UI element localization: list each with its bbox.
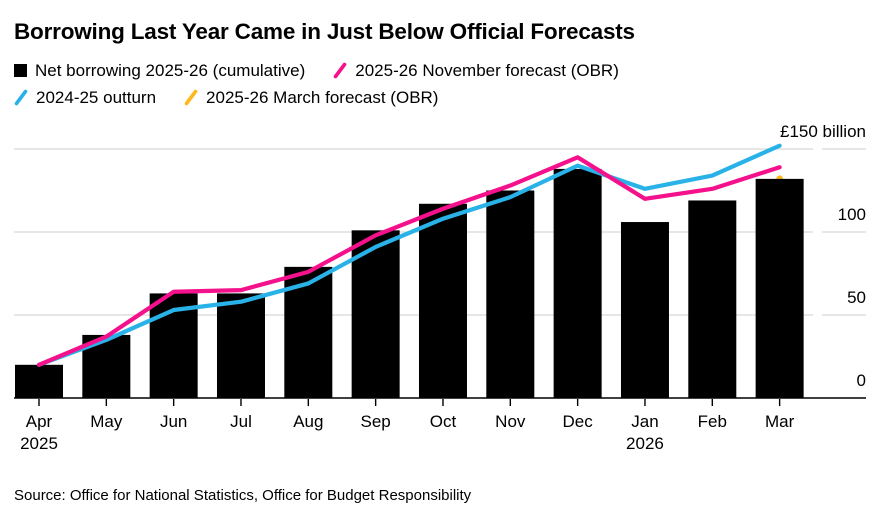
- yellow-slash-icon: [184, 89, 198, 106]
- legend-item-net-borrowing: Net borrowing 2025-26 (cumulative): [14, 61, 305, 81]
- bar-apr: [15, 364, 63, 398]
- bar-jul: [216, 293, 265, 398]
- legend-row-1: Net borrowing 2025-26 (cumulative) 2025-…: [14, 57, 875, 84]
- y-axis-label: 0: [856, 371, 866, 390]
- bar-oct: [418, 203, 467, 398]
- bar-sep: [351, 230, 400, 398]
- legend-item-outturn: 2024-25 outturn: [14, 88, 156, 108]
- legend-item-november-forecast: 2025-26 November forecast (OBR): [333, 61, 619, 81]
- x-axis-label-dec: Dec: [562, 412, 593, 431]
- x-axis-label-aug: Aug: [293, 412, 324, 431]
- outturn-line: [36, 143, 782, 367]
- bar-nov: [486, 190, 535, 398]
- legend-label: 2025-26 November forecast (OBR): [355, 60, 619, 80]
- y-axis-label: 100: [837, 205, 866, 224]
- y-axis-label: £150 billion: [779, 122, 866, 141]
- legend: Net borrowing 2025-26 (cumulative) 2025-…: [14, 57, 875, 111]
- bar-mar: [755, 178, 804, 398]
- y-axis-label: 50: [847, 288, 866, 307]
- bar-feb: [688, 200, 737, 398]
- november-forecast-line: [36, 155, 782, 367]
- blue-slash-icon: [14, 89, 28, 106]
- bar-jan: [620, 222, 669, 398]
- x-axis-label-feb: Feb: [697, 412, 727, 431]
- bar-dec: [553, 168, 602, 398]
- x-axis-year-label: 2025: [20, 434, 58, 453]
- legend-label: 2025-26 March forecast (OBR): [206, 87, 439, 107]
- chart-title: Borrowing Last Year Came in Just Below O…: [14, 19, 635, 44]
- legend-row-2: 2024-25 outturn 2025-26 March forecast (…: [14, 84, 875, 111]
- chart-svg: [14, 143, 866, 406]
- x-axis-label-sep: Sep: [360, 412, 391, 431]
- x-axis-label-jun: Jun: [159, 412, 188, 431]
- legend-label: Net borrowing 2025-26 (cumulative): [35, 60, 306, 80]
- black-square-swatch-icon: [14, 64, 27, 77]
- x-axis-label-may: May: [90, 412, 123, 431]
- legend-item-march-forecast: 2025-26 March forecast (OBR): [184, 88, 438, 108]
- x-axis-label-oct: Oct: [429, 412, 457, 431]
- x-axis-label-mar: Mar: [764, 412, 795, 431]
- x-axis-label-nov: Nov: [495, 412, 526, 431]
- source-note: Source: Office for National Statistics, …: [14, 487, 472, 504]
- x-axis-label-jan: Jan: [631, 412, 659, 431]
- x-axis-year-label: 2026: [626, 434, 664, 453]
- legend-label: 2024-25 outturn: [36, 87, 157, 107]
- pink-slash-icon: [333, 62, 347, 79]
- x-axis-label-jul: Jul: [230, 412, 252, 431]
- x-axis-label-apr: Apr: [25, 412, 53, 431]
